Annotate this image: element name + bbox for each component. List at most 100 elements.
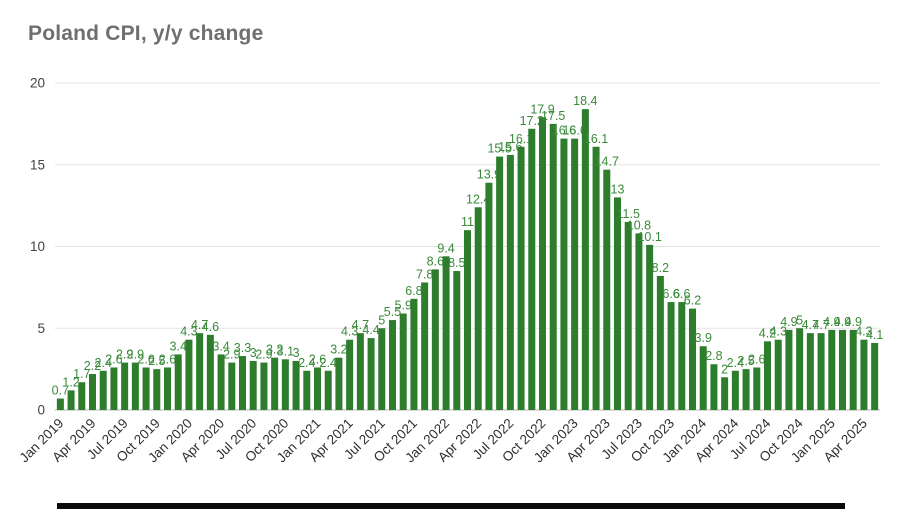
bar-mar-2024 [721, 377, 729, 410]
bar-may-2021 [356, 333, 364, 410]
bar-value-label: 4.3 [341, 325, 358, 339]
y-tick-label: 20 [30, 76, 45, 91]
bar-jul-2021 [378, 328, 386, 410]
bar-value-label: 10.1 [637, 230, 661, 244]
bar-sep-2024 [785, 329, 793, 410]
bar-value-label: 6.6 [662, 287, 679, 301]
bar-value-label: 2 [721, 362, 728, 376]
bar-jun-2024 [753, 367, 761, 410]
bar-jul-2020 [249, 360, 257, 410]
bar-value-label: 11.5 [617, 207, 640, 221]
bar-oct-2024 [796, 328, 804, 410]
bar-value-label: 3.2 [330, 343, 347, 357]
y-tick-label: 15 [30, 157, 45, 172]
bar-feb-2024 [710, 364, 718, 410]
bar-oct-2021 [410, 298, 418, 410]
bar-value-label: 15.6 [498, 140, 522, 154]
bar-may-2022 [485, 182, 493, 410]
bar-value-label: 5.9 [395, 299, 412, 313]
bar-apr-2024 [731, 370, 739, 410]
bar-feb-2021 [324, 370, 332, 410]
bar-value-label: 14.7 [595, 155, 619, 169]
bar-value-label: 2.4 [320, 356, 337, 370]
bar-aug-2022 [517, 146, 525, 410]
bar-value-label: 13 [611, 182, 625, 196]
bar-mar-2019 [78, 382, 86, 410]
bar-value-label: 8.5 [448, 256, 465, 270]
bar-value-label: 17.9 [530, 102, 554, 116]
bar-jan-2020 [185, 339, 193, 410]
bar-value-label: 16.1 [509, 132, 533, 146]
bar-value-label: 2.5 [737, 354, 754, 368]
bar-value-label: 8.2 [652, 261, 669, 275]
bar-sep-2022 [528, 128, 536, 410]
bar-mar-2023 [592, 146, 600, 410]
bar-value-label: 2.6 [309, 352, 326, 366]
bar-nov-2023 [678, 302, 686, 410]
bar-apr-2020 [217, 354, 225, 410]
bar-nov-2021 [421, 282, 429, 410]
bar-aug-2023 [646, 244, 654, 410]
bar-value-label: 4.7 [812, 318, 829, 332]
bar-jul-2022 [506, 154, 514, 410]
bar-value-label: 2.9 [127, 348, 144, 362]
bottom-bar [57, 503, 845, 509]
bar-jan-2021 [314, 367, 321, 410]
bar-value-label: 8.6 [427, 254, 444, 268]
bar-value-label: 3 [293, 346, 300, 360]
bar-may-2025 [871, 342, 879, 410]
bar-value-label: 6.2 [684, 294, 701, 308]
bar-value-label: 11 [461, 215, 474, 229]
bar-value-label: 13.9 [477, 168, 501, 182]
bar-mar-2022 [464, 230, 471, 410]
bar-value-label: 4.2 [759, 326, 776, 340]
bar-jun-2020 [239, 356, 246, 410]
bar-value-label: 0.7 [52, 384, 69, 398]
bar-value-label: 2.4 [298, 356, 315, 370]
bar-feb-2019 [67, 390, 75, 410]
bar-value-label: 4.6 [202, 320, 219, 334]
bar-aug-2019 [131, 362, 139, 410]
bar-jun-2021 [367, 338, 375, 410]
bar-value-label: 6.8 [405, 284, 422, 298]
bar-value-label: 4.7 [352, 318, 369, 332]
bar-value-label: 4.9 [834, 315, 851, 329]
bar-value-label: 2.4 [727, 356, 744, 370]
bar-feb-2023 [581, 109, 589, 410]
bar-may-2023 [614, 197, 621, 410]
bar-value-label: 16.1 [584, 132, 608, 146]
bar-value-label: 3.9 [695, 331, 712, 345]
bar-value-label: 4.9 [845, 315, 862, 329]
bar-dec-2024 [817, 333, 825, 410]
bar-jul-2023 [635, 233, 643, 410]
bar-apr-2021 [346, 339, 354, 410]
bar-apr-2025 [860, 339, 868, 410]
bar-value-label: 9.4 [437, 241, 454, 255]
bar-value-label: 4.3 [855, 325, 872, 339]
bar-value-label: 10.8 [627, 218, 651, 232]
y-tick-label: 10 [30, 239, 45, 254]
bar-value-label: 18.4 [573, 94, 597, 108]
bar-value-label: 7.8 [416, 267, 433, 281]
bar-value-label: 2.6 [105, 352, 122, 366]
bar-dec-2022 [560, 138, 568, 410]
bar-value-label: 17.5 [541, 109, 565, 123]
bar-value-label: 3.4 [212, 339, 229, 353]
bar-value-label: 3.2 [266, 343, 283, 357]
bar-dec-2023 [689, 308, 696, 410]
bar-jun-2019 [110, 367, 118, 410]
bar-jan-2025 [828, 329, 836, 410]
bar-value-label: 4.3 [180, 325, 197, 339]
bar-value-label: 4.1 [866, 328, 883, 342]
bar-value-label: 4.7 [802, 318, 819, 332]
bar-apr-2023 [603, 169, 611, 410]
bar-value-label: 6.6 [673, 287, 690, 301]
bar-value-label: 1.2 [62, 375, 79, 389]
bar-feb-2020 [196, 333, 204, 410]
bar-sep-2019 [142, 367, 150, 410]
bar-aug-2020 [260, 362, 268, 410]
bar-value-label: 4.4 [362, 323, 379, 337]
bar-may-2019 [99, 370, 107, 410]
bar-oct-2022 [539, 117, 546, 411]
